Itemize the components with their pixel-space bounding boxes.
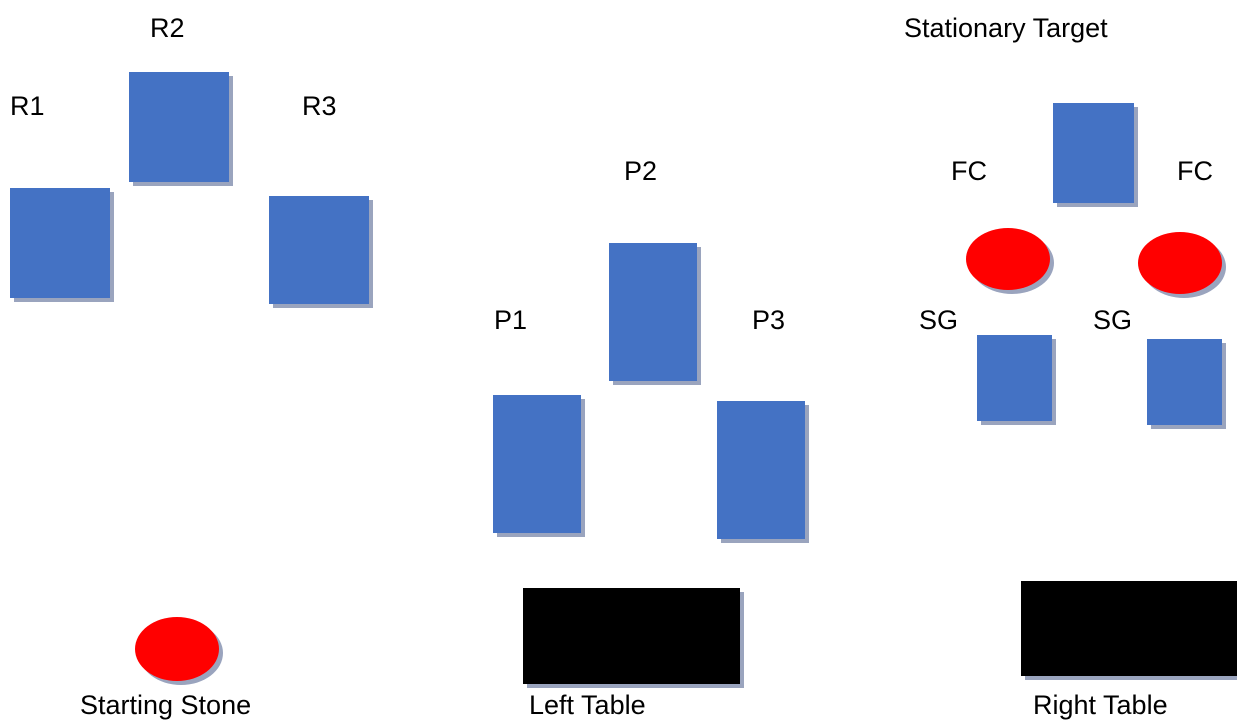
block-p2 bbox=[609, 243, 697, 381]
block-sg-right bbox=[1147, 339, 1222, 425]
label-fc-left: FC bbox=[951, 156, 987, 186]
label-r1: R1 bbox=[10, 91, 45, 121]
starting-stone bbox=[135, 617, 219, 681]
stone-fc-right bbox=[1138, 232, 1222, 294]
right-table bbox=[1021, 581, 1237, 676]
stone-fc-left bbox=[966, 228, 1050, 290]
label-starting-stone: Starting Stone bbox=[80, 690, 252, 720]
block-p1 bbox=[493, 395, 581, 533]
block-sg-left bbox=[977, 335, 1052, 421]
block-stationary-target bbox=[1053, 103, 1134, 203]
label-sg-left: SG bbox=[919, 305, 959, 335]
label-stationary-target: Stationary Target bbox=[904, 13, 1108, 43]
label-p2: P2 bbox=[624, 156, 658, 186]
block-p3 bbox=[717, 401, 805, 539]
label-r2: R2 bbox=[150, 13, 185, 43]
left-table bbox=[523, 588, 740, 684]
label-left-table: Left Table bbox=[529, 690, 646, 720]
label-p3: P3 bbox=[752, 305, 786, 335]
block-r3 bbox=[269, 196, 369, 304]
label-right-table: Right Table bbox=[1033, 690, 1168, 720]
label-r3: R3 bbox=[302, 91, 337, 121]
label-sg-right: SG bbox=[1093, 305, 1133, 335]
block-r2 bbox=[129, 72, 229, 182]
block-r1 bbox=[10, 188, 110, 298]
label-p1: P1 bbox=[494, 305, 528, 335]
label-fc-right: FC bbox=[1177, 156, 1213, 186]
